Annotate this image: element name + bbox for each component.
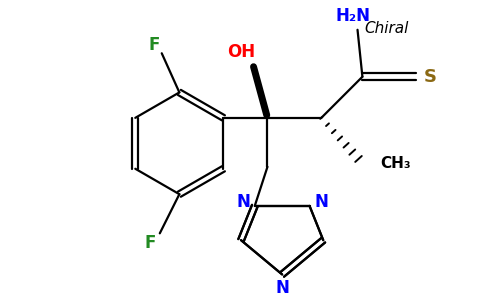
Text: CH₃: CH₃: [380, 156, 410, 171]
Text: F: F: [148, 36, 160, 54]
Text: S: S: [424, 68, 437, 86]
Text: H₂N: H₂N: [335, 7, 370, 25]
Text: N: N: [236, 193, 250, 211]
Text: OH: OH: [227, 43, 255, 61]
Text: Chiral: Chiral: [364, 21, 409, 36]
Text: N: N: [315, 193, 328, 211]
Text: F: F: [144, 234, 156, 252]
Text: N: N: [275, 279, 289, 297]
